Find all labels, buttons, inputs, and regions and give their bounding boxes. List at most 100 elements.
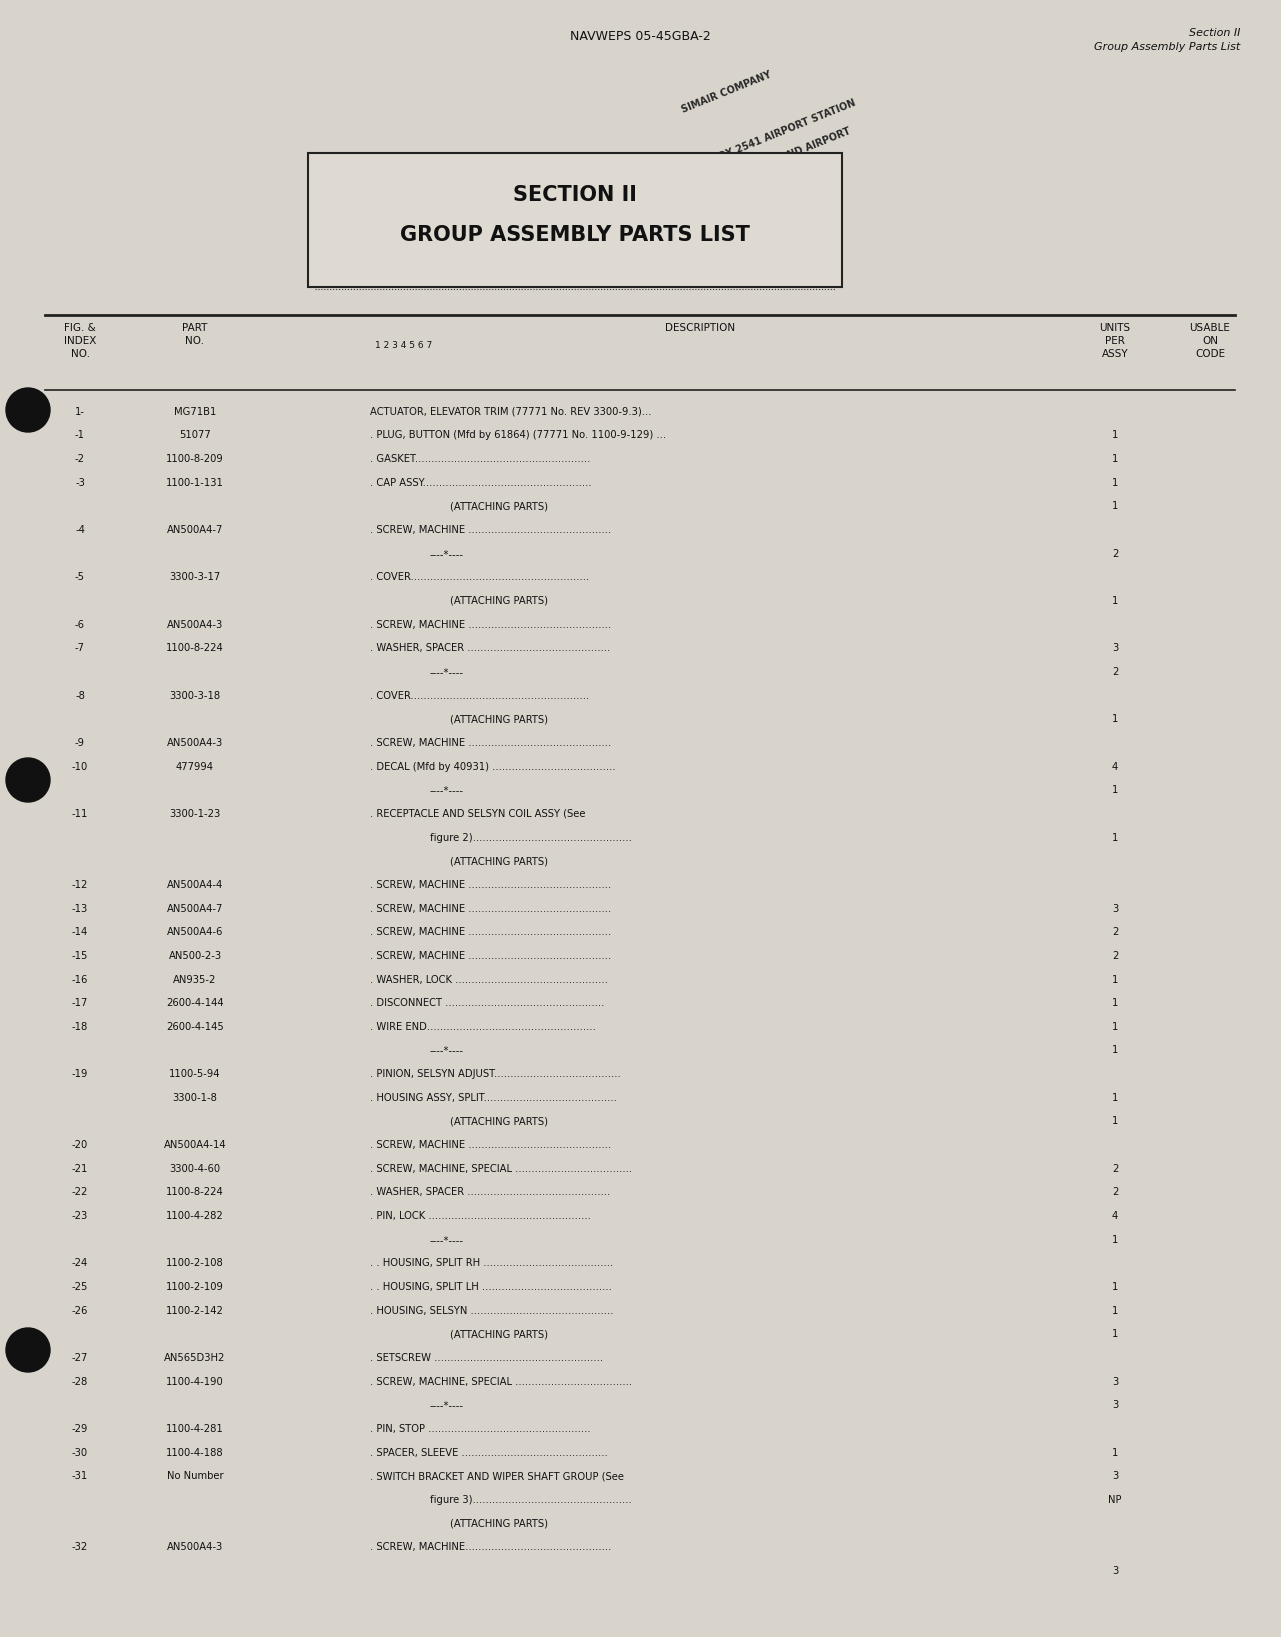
Text: -18: -18 [72,1021,88,1031]
Text: -24: -24 [72,1259,88,1269]
Text: . GASKET......................................................: . GASKET................................… [370,453,591,463]
Text: -2: -2 [76,453,85,463]
Text: 4: 4 [1112,761,1118,771]
Text: MG71B1: MG71B1 [174,406,216,417]
Text: -32: -32 [72,1542,88,1552]
Text: -11: -11 [72,809,88,818]
Text: Section II: Section II [1189,28,1240,38]
Text: AN500A4-3: AN500A4-3 [167,738,223,748]
Text: PART
NO.: PART NO. [182,322,208,345]
Text: . WASHER, SPACER ............................................: . WASHER, SPACER .......................… [370,1187,610,1197]
Text: 1: 1 [1112,453,1118,463]
Text: 3: 3 [1112,643,1118,653]
Text: -5: -5 [76,573,85,583]
Text: -14: -14 [72,927,88,938]
Circle shape [6,758,50,802]
Text: -12: -12 [72,879,88,891]
Text: DESCRIPTION: DESCRIPTION [665,322,735,332]
Text: . SCREW, MACHINE, SPECIAL ....................................: . SCREW, MACHINE, SPECIAL ..............… [370,1377,632,1387]
Text: AN935-2: AN935-2 [173,974,216,984]
Text: -20: -20 [72,1139,88,1151]
Text: AN500A4-14: AN500A4-14 [164,1139,227,1151]
Text: 1: 1 [1112,1282,1118,1292]
Text: 1100-4-282: 1100-4-282 [167,1211,224,1221]
Text: 1100-4-281: 1100-4-281 [167,1424,224,1434]
Text: -21: -21 [72,1164,88,1174]
Text: (ATTACHING PARTS): (ATTACHING PARTS) [450,501,548,511]
Text: 1: 1 [1112,1447,1118,1457]
Text: 1: 1 [1112,1021,1118,1031]
Text: . WIRE END....................................................: . WIRE END..............................… [370,1021,596,1031]
Text: BLDG. 733 OAKLAND AIRPORT: BLDG. 733 OAKLAND AIRPORT [696,126,852,196]
Text: 1: 1 [1112,1329,1118,1339]
Text: figure 2).................................................: figure 2)...............................… [430,833,632,843]
Text: ----*----: ----*---- [430,548,464,558]
Text: 3: 3 [1112,1400,1118,1411]
Text: . WASHER, LOCK ...............................................: . WASHER, LOCK .........................… [370,974,608,984]
Text: -13: -13 [72,904,88,913]
Text: -15: -15 [72,951,88,961]
Text: 4: 4 [1112,1211,1118,1221]
Text: -25: -25 [72,1282,88,1292]
Text: 2: 2 [1112,927,1118,938]
Text: -8: -8 [76,691,85,701]
Text: . PIN, STOP ..................................................: . PIN, STOP ............................… [370,1424,591,1434]
Text: AN500A4-3: AN500A4-3 [167,1542,223,1552]
Text: . CAP ASSY....................................................: . CAP ASSY..............................… [370,478,592,488]
Text: ----*----: ----*---- [430,1400,464,1411]
Text: . HOUSING, SELSYN ............................................: . HOUSING, SELSYN ......................… [370,1306,614,1316]
Text: -29: -29 [72,1424,88,1434]
Text: -23: -23 [72,1211,88,1221]
Text: 3300-4-60: 3300-4-60 [169,1164,220,1174]
Text: . COVER.......................................................: . COVER.................................… [370,573,589,583]
Text: . SCREW, MACHINE ............................................: . SCREW, MACHINE .......................… [370,738,611,748]
FancyBboxPatch shape [307,152,842,286]
Text: 3: 3 [1112,1377,1118,1387]
Text: NP: NP [1108,1495,1122,1504]
Text: 1: 1 [1112,786,1118,796]
Text: -28: -28 [72,1377,88,1387]
Text: . PIN, LOCK ..................................................: . PIN, LOCK ............................… [370,1211,591,1221]
Text: . SCREW, MACHINE ............................................: . SCREW, MACHINE .......................… [370,879,611,891]
Text: . WASHER, SPACER ............................................: . WASHER, SPACER .......................… [370,643,610,653]
Text: . SCREW, MACHINE ............................................: . SCREW, MACHINE .......................… [370,1139,611,1151]
Text: . HOUSING ASSY, SPLIT.........................................: . HOUSING ASSY, SPLIT...................… [370,1094,617,1103]
Text: OAKLAND, CALIFORNIA: OAKLAND, CALIFORNIA [705,154,825,211]
Text: 1: 1 [1112,501,1118,511]
Text: 1: 1 [1112,1094,1118,1103]
Text: 1: 1 [1112,1306,1118,1316]
Text: 1100-5-94: 1100-5-94 [169,1069,220,1079]
Text: -31: -31 [72,1472,88,1481]
Text: 1: 1 [1112,596,1118,606]
Text: -30: -30 [72,1447,88,1457]
Text: (ATTACHING PARTS): (ATTACHING PARTS) [450,1329,548,1339]
Text: 1100-4-188: 1100-4-188 [167,1447,224,1457]
Text: 2: 2 [1112,1187,1118,1197]
Text: . . HOUSING, SPLIT RH ........................................: . . HOUSING, SPLIT RH ..................… [370,1259,614,1269]
Text: 2: 2 [1112,548,1118,558]
Text: -17: -17 [72,999,88,1008]
Text: ----*----: ----*---- [430,786,464,796]
Text: . SETSCREW ....................................................: . SETSCREW .............................… [370,1354,603,1364]
Text: ----*----: ----*---- [430,666,464,678]
Text: AN500A4-3: AN500A4-3 [167,620,223,630]
Text: P.O. BOX 2541 AIRPORT STATION: P.O. BOX 2541 AIRPORT STATION [688,98,857,174]
Text: 3: 3 [1112,904,1118,913]
Text: . SCREW, MACHINE ............................................: . SCREW, MACHINE .......................… [370,927,611,938]
Text: ----*----: ----*---- [430,1234,464,1244]
Text: (ATTACHING PARTS): (ATTACHING PARTS) [450,1519,548,1529]
Text: 1: 1 [1112,1234,1118,1244]
Text: (ATTACHING PARTS): (ATTACHING PARTS) [450,856,548,866]
Text: FIG. &
INDEX
NO.: FIG. & INDEX NO. [64,322,96,360]
Text: ----*----: ----*---- [430,1046,464,1056]
Text: 1: 1 [1112,431,1118,440]
Text: -19: -19 [72,1069,88,1079]
Text: 1: 1 [1112,999,1118,1008]
Text: 1: 1 [1112,478,1118,488]
Text: 3300-1-23: 3300-1-23 [169,809,220,818]
Text: -27: -27 [72,1354,88,1364]
Text: . RECEPTACLE AND SELSYN COIL ASSY (See: . RECEPTACLE AND SELSYN COIL ASSY (See [370,809,585,818]
Text: -22: -22 [72,1187,88,1197]
Text: 1 2 3 4 5 6 7: 1 2 3 4 5 6 7 [375,340,432,350]
Text: . DISCONNECT .................................................: . DISCONNECT ...........................… [370,999,605,1008]
